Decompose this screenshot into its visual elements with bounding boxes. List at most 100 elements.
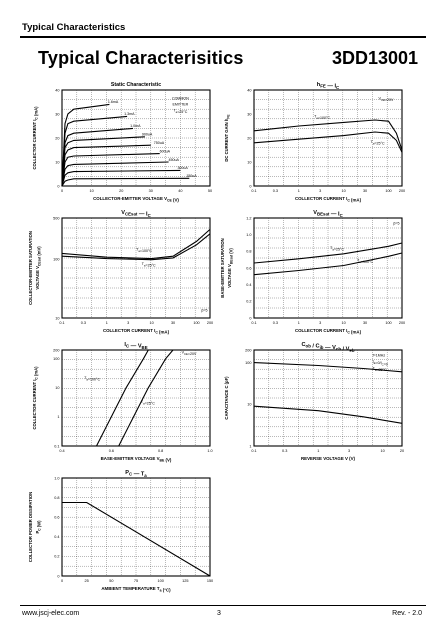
- text-part: T: [141, 400, 144, 404]
- y-tick-label: 100: [245, 361, 251, 365]
- y-tick-label: 500: [53, 216, 59, 220]
- text-part: =20V: [188, 352, 197, 356]
- y-axis-label: COLLECTOR CURRENT IC (mA): [32, 106, 39, 170]
- x-tick-label: 100: [385, 321, 391, 325]
- plot-frame: [253, 89, 403, 187]
- y-tick-label: 0.2: [246, 300, 251, 304]
- text-part: P: [125, 470, 129, 476]
- x-tick-label: 0.4: [59, 449, 64, 453]
- subscript: CE: [167, 199, 172, 203]
- y-tick-label: 0.1: [54, 444, 59, 448]
- text-part: (V): [229, 248, 234, 255]
- subscript: CE: [184, 352, 188, 356]
- subscript: a: [373, 141, 375, 145]
- series-line: [61, 115, 128, 187]
- annotation: Ta=100°C: [357, 258, 373, 264]
- text-part: VOLTAGE V: [227, 264, 232, 288]
- text-part: =100°C: [361, 260, 374, 264]
- text-part: COLLECTOR CURRENT I: [32, 120, 37, 170]
- text-part: V: [121, 210, 125, 216]
- chart-title: VCEsat — IC: [121, 210, 151, 218]
- y-tick-label: 0.6: [246, 266, 251, 270]
- series-line: [253, 252, 403, 276]
- text-part: REVERSE VOLTAGE V: [301, 456, 348, 461]
- x-tick-label: 30: [363, 321, 367, 325]
- y-axis-label: COLLECTOR POWER DISSIPATION: [28, 492, 33, 562]
- text-part: I: [334, 84, 336, 90]
- series-label: 900uA: [142, 133, 153, 137]
- x-axis-label: AMBIENT TEMPERATURE Ta (°C): [101, 586, 171, 593]
- plot-frame: [253, 217, 403, 319]
- x-tick-label: 200: [207, 321, 213, 325]
- x-tick-label: 30: [363, 189, 367, 193]
- x-tick-label: 25: [85, 579, 89, 583]
- x-tick-label: 30: [149, 189, 153, 193]
- series-line: [62, 501, 211, 577]
- y-axis-label-2: VOLTAGE VCEsat (mV): [35, 246, 42, 290]
- text-part: =0/I: [376, 361, 382, 365]
- y-axis-label: DC CURRENT GAIN hFE: [224, 114, 231, 162]
- y-tick-label: 30: [247, 112, 251, 116]
- text-part: COLLECTOR-EMITTER VOLTAGE V: [93, 196, 167, 201]
- legend-text: Ta=25°C: [173, 109, 187, 115]
- y-tick-label: 1: [249, 444, 251, 448]
- text-part: P: [35, 531, 40, 534]
- x-tick-label: 0.1: [251, 189, 256, 193]
- y-tick-label: 1.2: [246, 216, 251, 220]
- x-tick-label: 1: [317, 449, 319, 453]
- x-tick-label: 0.3: [282, 449, 287, 453]
- text-part: T: [141, 472, 145, 478]
- x-tick-label: 3: [319, 321, 321, 325]
- annotation: Ta=25°C: [373, 367, 387, 373]
- y-axis-label: BASE-EMITTER SATURATION: [220, 238, 225, 297]
- subscript: a: [332, 247, 334, 251]
- x-tick-label: 0.6: [109, 449, 114, 453]
- x-axis-label: COLLECTOR CURRENT IC (mA): [295, 196, 362, 203]
- subscript: BE: [160, 459, 165, 463]
- x-axis-label: COLLECTOR CURRENT IC (mA): [103, 328, 170, 335]
- x-tick-label: 10: [342, 189, 346, 193]
- text-part: —: [129, 344, 138, 350]
- text-part: V: [313, 210, 317, 216]
- chart-title: VBEsat — IC: [313, 210, 343, 218]
- annotation: Ta=100°C: [314, 115, 330, 121]
- annotation: Ta=100°C: [136, 248, 152, 254]
- subscript: a: [143, 402, 145, 406]
- text-part: (pF): [224, 376, 229, 386]
- series-line: [253, 242, 403, 264]
- y-tick-label: 10: [55, 316, 59, 320]
- text-part: =25°C: [374, 141, 385, 145]
- y-axis-label: COLLECTOR CURRENT IC (mA): [32, 366, 39, 430]
- subscript: C: [336, 85, 340, 90]
- subscript: BEsat: [230, 254, 234, 264]
- y-tick-label: 1.0: [246, 233, 251, 237]
- x-tick-label: 0.3: [273, 189, 278, 193]
- subscript: a: [144, 263, 146, 267]
- text-part: (mA): [350, 330, 362, 335]
- text-part: —: [326, 84, 335, 90]
- x-axis-label: REVERSE VOLTAGE V (V): [301, 456, 356, 461]
- x-tick-label: 100: [193, 321, 199, 325]
- text-part: =25°C: [145, 402, 156, 406]
- x-tick-label: 50: [109, 579, 113, 583]
- text-part: =25°C: [177, 110, 188, 114]
- annotation: VCE=20V: [182, 351, 197, 357]
- y-tick-label: 200: [53, 348, 59, 352]
- x-tick-label: 3: [319, 189, 321, 193]
- text-part: —: [137, 212, 146, 218]
- subscript: C: [347, 199, 350, 203]
- footer-url[interactable]: www.jscj-elec.com: [22, 610, 80, 617]
- x-tick-label: 20: [400, 449, 404, 453]
- annotation: f=1MHz: [373, 353, 386, 357]
- x-tick-label: 40: [178, 189, 182, 193]
- x-tick-label: 100: [385, 189, 391, 193]
- subscript: C: [129, 472, 133, 477]
- chart-title: hFE — IC: [317, 82, 340, 90]
- text-part: =25°C: [334, 247, 345, 251]
- series-label: 1.6mA: [108, 100, 119, 104]
- grid: [62, 350, 210, 446]
- text-part: (mA): [34, 366, 39, 377]
- series-line: [61, 177, 190, 187]
- annotation: IE=0/IC=0: [373, 360, 388, 367]
